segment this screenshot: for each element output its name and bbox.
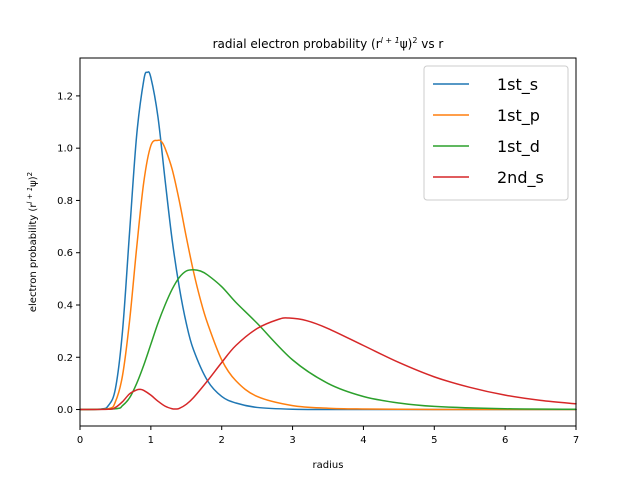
x-tick-label: 0 (77, 435, 83, 446)
x-tick-label: 3 (289, 435, 295, 446)
x-tick-label: 2 (219, 435, 225, 446)
y-tick-label: 0.6 (57, 248, 73, 259)
series-line-2nd-s (79, 317, 577, 411)
legend-label-2nd-s: 2nd_s (497, 168, 544, 188)
chart-title: radial electron probability (rl + 1ψ)2 v… (213, 36, 444, 51)
legend-label-1st-s: 1st_s (497, 75, 538, 95)
series-line-1st-d (79, 268, 577, 411)
plot-frame (79, 57, 577, 427)
x-tick-label: 1 (148, 435, 154, 446)
x-tick-label: 4 (360, 435, 366, 446)
series-line-1st-p (79, 139, 577, 411)
y-tick-label: 1.0 (57, 144, 73, 155)
x-tick-label: 7 (573, 435, 579, 446)
plot-area (79, 57, 577, 427)
legend-label-1st-p: 1st_p (497, 106, 540, 126)
legend-box (423, 65, 569, 201)
series-line-1st-s (79, 71, 577, 411)
legend: 1st_s 1st_p 1st_d 2nd_s (423, 65, 569, 201)
y-tick-label: 0.0 (57, 405, 73, 416)
y-tick-label: 0.4 (57, 300, 73, 311)
y-axis-label: electron probability (rl + 1ψ)2 (26, 172, 39, 312)
x-tick-label: 6 (502, 435, 508, 446)
x-axis-label: radius (313, 460, 344, 471)
y-tick-label: 0.2 (57, 353, 73, 364)
y-axis: 0.0 0.2 0.4 0.6 0.8 1.0 1.2 (57, 91, 80, 416)
series-layer (79, 71, 577, 411)
y-tick-label: 1.2 (57, 91, 73, 102)
x-tick-label: 5 (431, 435, 437, 446)
y-tick-label: 0.8 (57, 196, 73, 207)
legend-label-1st-d: 1st_d (497, 137, 540, 157)
x-axis: 0 1 2 3 4 5 6 7 (77, 426, 579, 446)
